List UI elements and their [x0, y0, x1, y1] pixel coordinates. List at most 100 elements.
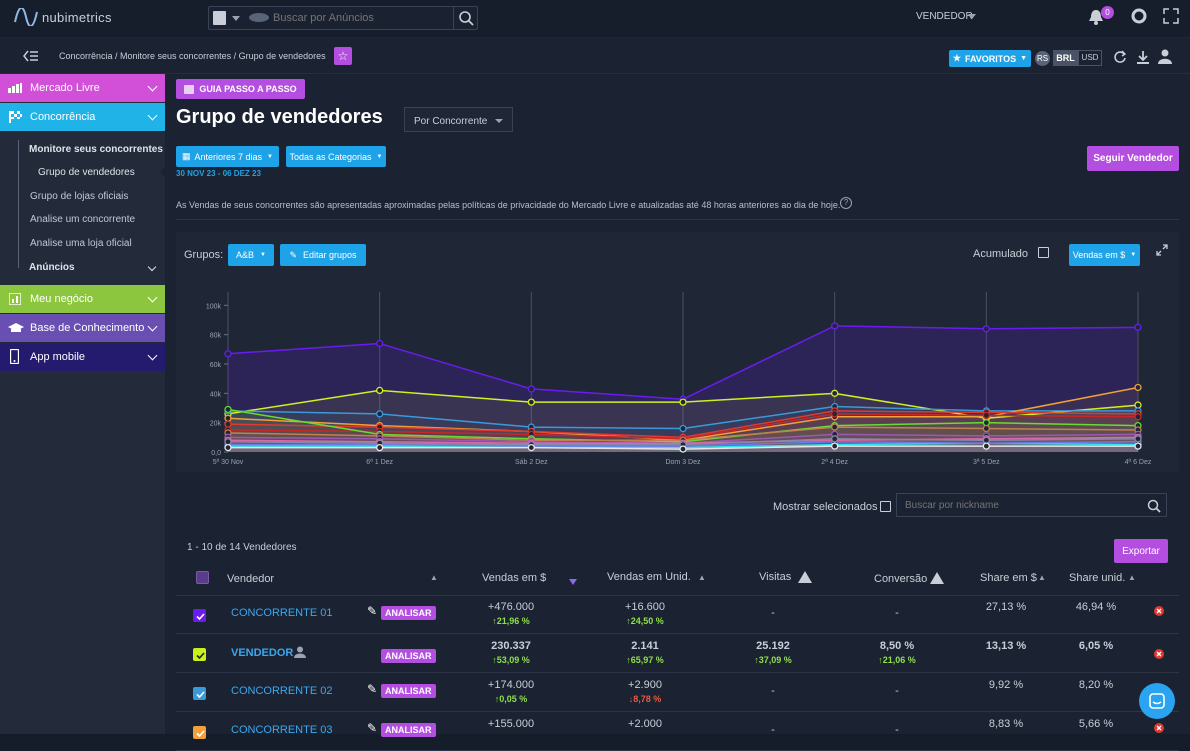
avatar[interactable]: RS	[1035, 51, 1050, 66]
data-point[interactable]	[831, 389, 839, 397]
edit-groups-button[interactable]: ✎ Editar grupos	[280, 244, 366, 266]
sidebar-sub-anuncios[interactable]: Anúncios	[29, 262, 75, 273]
table-row[interactable]: CONCORRENTE 02 ✎ ANALISAR +174.000 ↑0,05…	[176, 674, 1179, 712]
seller-name-link[interactable]: VENDEDOR	[231, 647, 294, 659]
user-icon[interactable]	[1158, 49, 1172, 64]
favorites-button[interactable]: ★ FAVORITOS ▼	[949, 50, 1031, 67]
data-point[interactable]	[527, 385, 535, 393]
data-point[interactable]	[831, 442, 839, 450]
data-point[interactable]	[224, 414, 232, 422]
group-select[interactable]: A&B ▼	[228, 244, 274, 266]
remove-icon[interactable]	[1154, 723, 1164, 733]
column-header-conversao[interactable]: Conversão	[874, 573, 928, 585]
currency-brl-toggle[interactable]: BRL	[1053, 50, 1078, 66]
currency-usd-toggle[interactable]: USD	[1078, 50, 1102, 66]
data-point[interactable]	[1134, 413, 1142, 421]
data-point[interactable]	[679, 398, 687, 406]
sidebar-item-app-mobile[interactable]: App mobile	[0, 343, 165, 371]
column-header-vendas-unid[interactable]: Vendas em Unid.	[607, 571, 691, 583]
sidebar-item-mercado-livre[interactable]: Mercado Livre	[0, 74, 165, 102]
data-point[interactable]	[982, 442, 990, 450]
data-point[interactable]	[224, 350, 232, 358]
seller-name-link[interactable]: CONCORRENTE 03	[231, 724, 333, 736]
data-point[interactable]	[831, 435, 839, 443]
data-point[interactable]	[831, 423, 839, 431]
period-select[interactable]: ▦ Anteriores 7 dias ▼	[176, 146, 279, 167]
bell-icon[interactable]	[1088, 8, 1104, 26]
data-point[interactable]	[527, 443, 535, 452]
edit-icon[interactable]: ✎	[367, 721, 378, 735]
show-selected-checkbox[interactable]	[880, 501, 891, 512]
chevron-down-icon[interactable]	[147, 262, 157, 272]
data-point[interactable]	[679, 445, 687, 453]
data-point[interactable]	[982, 325, 990, 333]
analyze-button[interactable]: ANALISAR	[381, 684, 436, 698]
follow-seller-button[interactable]: Seguir Vendedor	[1087, 146, 1179, 171]
help-icon[interactable]: ?	[840, 197, 852, 209]
expand-icon[interactable]	[1156, 244, 1168, 256]
data-point[interactable]	[1134, 442, 1142, 450]
user-menu[interactable]: VENDEDOR	[916, 11, 973, 22]
collapse-menu-icon[interactable]	[23, 50, 39, 62]
search-button[interactable]	[453, 7, 477, 29]
chat-support-button[interactable]	[1139, 683, 1175, 719]
category-select[interactable]: Todas as Categorias ▼	[286, 146, 386, 167]
settings-icon[interactable]	[1130, 7, 1148, 25]
warning-icon[interactable]	[798, 571, 812, 583]
fullscreen-icon[interactable]	[1163, 8, 1179, 24]
warning-icon[interactable]	[930, 572, 944, 584]
sort-icon[interactable]: ▲	[430, 573, 438, 582]
data-point[interactable]	[831, 410, 839, 418]
data-point[interactable]	[224, 420, 232, 428]
nickname-search-input[interactable]	[905, 497, 1135, 513]
data-point[interactable]	[224, 438, 232, 446]
row-checkbox[interactable]	[193, 609, 206, 622]
document-icon[interactable]	[213, 11, 226, 25]
metric-select[interactable]: Vendas em $ ▼	[1069, 244, 1140, 266]
remove-icon[interactable]	[1154, 649, 1164, 659]
view-select[interactable]: Por Concorrente	[404, 107, 513, 132]
table-row[interactable]: CONCORRENTE 01 ✎ ANALISAR +476.000 ↑21,9…	[176, 596, 1179, 634]
sort-icon[interactable]: ▲	[698, 573, 706, 582]
column-header-vendedor[interactable]: Vendedor	[227, 573, 275, 585]
select-all-checkbox[interactable]	[196, 571, 209, 584]
analyze-button[interactable]: ANALISAR	[381, 723, 436, 737]
search-input[interactable]	[273, 9, 449, 27]
remove-icon[interactable]	[1154, 606, 1164, 616]
edit-icon[interactable]: ✎	[367, 682, 378, 696]
analyze-button[interactable]: ANALISAR	[381, 649, 436, 663]
data-point[interactable]	[376, 386, 384, 395]
sidebar-sub-monitore[interactable]: Monitore seus concorrentes	[29, 144, 163, 155]
data-point[interactable]	[982, 419, 990, 427]
seller-name-link[interactable]: CONCORRENTE 02	[231, 685, 333, 697]
data-point[interactable]	[831, 322, 839, 330]
data-point[interactable]	[224, 443, 232, 452]
seller-name-link[interactable]: CONCORRENTE 01	[231, 607, 333, 619]
data-point[interactable]	[1134, 401, 1142, 409]
column-header-vendas-valor[interactable]: Vendas em $	[482, 572, 547, 584]
accumulated-checkbox[interactable]	[1038, 247, 1049, 258]
sort-icon[interactable]: ▲	[1128, 573, 1136, 582]
row-checkbox[interactable]	[193, 648, 206, 661]
export-button[interactable]: Exportar	[1114, 539, 1168, 563]
column-header-share-unid[interactable]: Share unid.	[1069, 572, 1126, 584]
refresh-icon[interactable]	[1113, 50, 1127, 64]
data-point[interactable]	[224, 405, 232, 414]
row-checkbox[interactable]	[193, 726, 206, 739]
data-point[interactable]	[1134, 383, 1142, 392]
breadcrumb[interactable]: Concorrência / Monitore seus concorrente…	[59, 51, 326, 61]
data-point[interactable]	[982, 436, 990, 444]
data-point[interactable]	[1134, 323, 1142, 331]
sort-icon[interactable]: ▲	[1038, 573, 1046, 582]
favorite-star-button[interactable]: ☆	[334, 47, 352, 65]
data-point[interactable]	[679, 424, 687, 433]
analyze-button[interactable]: ANALISAR	[381, 606, 436, 620]
data-point[interactable]	[376, 339, 384, 348]
data-point[interactable]	[527, 398, 535, 406]
column-header-share-valor[interactable]: Share em $	[980, 572, 1037, 584]
sidebar-sub-grupo-vendedores[interactable]: Grupo de vendedores	[38, 167, 135, 178]
table-row[interactable]: CONCORRENTE 03 ✎ ANALISAR +155.000 +2.00…	[176, 713, 1179, 751]
edit-icon[interactable]: ✎	[367, 604, 378, 618]
row-checkbox[interactable]	[193, 687, 206, 700]
table-row[interactable]: VENDEDOR ANALISAR 230.337 ↑53,09 % 2.141…	[176, 635, 1179, 673]
